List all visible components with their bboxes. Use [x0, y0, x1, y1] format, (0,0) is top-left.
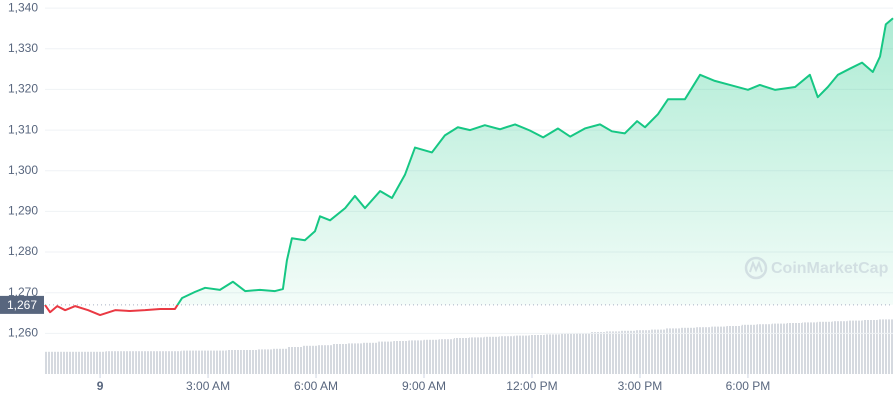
volume-bar — [272, 348, 288, 374]
volume-bar — [635, 330, 651, 374]
y-tick-label: 1,310 — [8, 122, 38, 136]
volume-bar — [166, 351, 182, 374]
y-tick-label: 1,300 — [8, 163, 38, 177]
volume-bar — [363, 342, 379, 374]
volume-bar — [499, 336, 515, 374]
volume-bar — [287, 347, 303, 374]
volume-bar — [681, 327, 697, 374]
y-tick-label: 1,260 — [8, 326, 38, 340]
x-tick-label: 6:00 PM — [726, 379, 771, 393]
volume-bar — [60, 351, 76, 374]
volume-bar — [696, 327, 712, 374]
volume-bar — [575, 333, 591, 374]
watermark-text: CoinMarketCap — [771, 260, 889, 277]
x-tick-label: 6:00 AM — [294, 379, 338, 393]
area — [45, 18, 893, 305]
volume-bar — [484, 336, 500, 374]
volume-bar — [211, 350, 227, 374]
volume-bar — [135, 351, 151, 374]
volume-bar — [151, 351, 167, 374]
volume-bar — [347, 343, 363, 374]
reference-label-bg — [0, 295, 44, 314]
volume-bar — [75, 351, 91, 374]
y-tick-label: 1,280 — [8, 244, 38, 258]
watermark-logo-mark — [749, 260, 763, 273]
volume-bar — [45, 351, 61, 374]
volume-bar — [438, 339, 454, 374]
volume-bar — [469, 337, 485, 374]
volume-bar — [711, 326, 727, 374]
volume-bar — [241, 350, 257, 374]
x-tick-label: 9:00 AM — [402, 379, 446, 393]
volume-bar — [332, 344, 348, 374]
x-tick-label: 9 — [97, 379, 104, 393]
volume-bar — [423, 339, 439, 374]
x-tick-label: 3:00 PM — [618, 379, 663, 393]
y-tick-label: 1,330 — [8, 41, 38, 55]
volume-bar — [544, 334, 560, 374]
volume-bar — [847, 320, 863, 374]
volume-bar — [90, 351, 106, 374]
volume-bar — [529, 335, 545, 374]
reference-label: 1,267 — [7, 298, 37, 312]
volume-bar — [317, 345, 333, 374]
volume-bar — [120, 351, 136, 374]
volume-bar — [605, 331, 621, 374]
volume-bar — [802, 322, 818, 374]
price-line — [44, 17, 894, 317]
x-tick-label: 12:00 PM — [506, 379, 557, 393]
volume-bar — [620, 330, 636, 374]
volume-bar — [862, 320, 878, 374]
volume-bar — [771, 323, 787, 374]
volume-bar — [832, 321, 848, 374]
volume-bar — [514, 335, 530, 374]
watermark-logo — [744, 256, 768, 280]
volume-bar — [817, 321, 833, 374]
volume-bar — [226, 350, 242, 374]
volume-bar — [877, 319, 893, 374]
volume-bar — [257, 349, 273, 374]
volume-bar — [590, 332, 606, 374]
volume-bar — [181, 350, 197, 374]
volume-bar — [650, 329, 666, 374]
volume-bar — [726, 326, 742, 374]
volume-bar — [756, 324, 772, 374]
volume-bar — [741, 324, 757, 374]
x-tick-label: 3:00 AM — [186, 379, 230, 393]
volume-bar — [408, 340, 424, 374]
volume-bar — [378, 341, 394, 374]
volume-bar — [302, 345, 318, 374]
volume-bar — [453, 338, 469, 374]
volume-bar — [787, 323, 803, 374]
volume-bar — [665, 328, 681, 374]
volume-bar — [105, 351, 121, 374]
volume-bar — [393, 341, 409, 374]
y-tick-label: 1,320 — [8, 82, 38, 96]
y-tick-label: 1,290 — [8, 204, 38, 218]
y-tick-label: 1,340 — [8, 0, 38, 14]
volume-bar — [196, 350, 212, 374]
watermark: CoinMarketCap — [744, 256, 889, 280]
y-tick-label: 1,270 — [8, 285, 38, 299]
volume-bar — [559, 333, 575, 374]
